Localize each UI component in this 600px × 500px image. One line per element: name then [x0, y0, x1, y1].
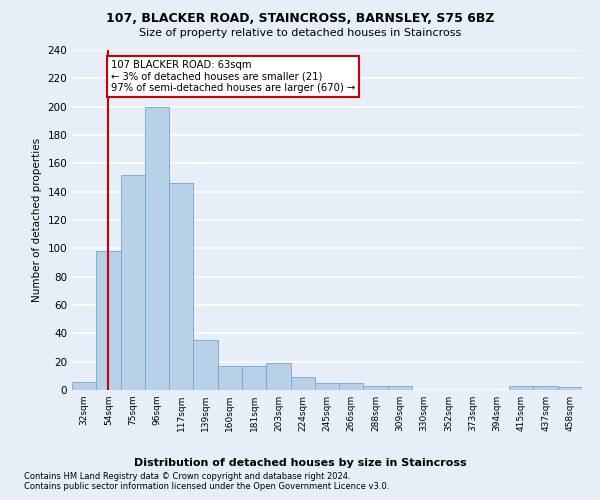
Bar	[509, 386, 533, 390]
Text: Size of property relative to detached houses in Staincross: Size of property relative to detached ho…	[139, 28, 461, 38]
Y-axis label: Number of detached properties: Number of detached properties	[32, 138, 42, 302]
Bar	[96, 251, 121, 390]
Bar	[193, 340, 218, 390]
Bar	[72, 382, 96, 390]
Bar	[290, 378, 315, 390]
Bar	[266, 363, 290, 390]
Bar	[533, 386, 558, 390]
Bar	[242, 366, 266, 390]
Bar	[339, 383, 364, 390]
Text: Distribution of detached houses by size in Staincross: Distribution of detached houses by size …	[134, 458, 466, 468]
Text: 107, BLACKER ROAD, STAINCROSS, BARNSLEY, S75 6BZ: 107, BLACKER ROAD, STAINCROSS, BARNSLEY,…	[106, 12, 494, 26]
Bar	[364, 386, 388, 390]
Bar	[558, 387, 582, 390]
Bar	[388, 386, 412, 390]
Bar	[121, 174, 145, 390]
Bar	[315, 383, 339, 390]
Bar	[145, 106, 169, 390]
Bar	[218, 366, 242, 390]
Text: Contains HM Land Registry data © Crown copyright and database right 2024.: Contains HM Land Registry data © Crown c…	[24, 472, 350, 481]
Bar	[169, 183, 193, 390]
Text: Contains public sector information licensed under the Open Government Licence v3: Contains public sector information licen…	[24, 482, 389, 491]
Text: 107 BLACKER ROAD: 63sqm
← 3% of detached houses are smaller (21)
97% of semi-det: 107 BLACKER ROAD: 63sqm ← 3% of detached…	[111, 60, 355, 93]
